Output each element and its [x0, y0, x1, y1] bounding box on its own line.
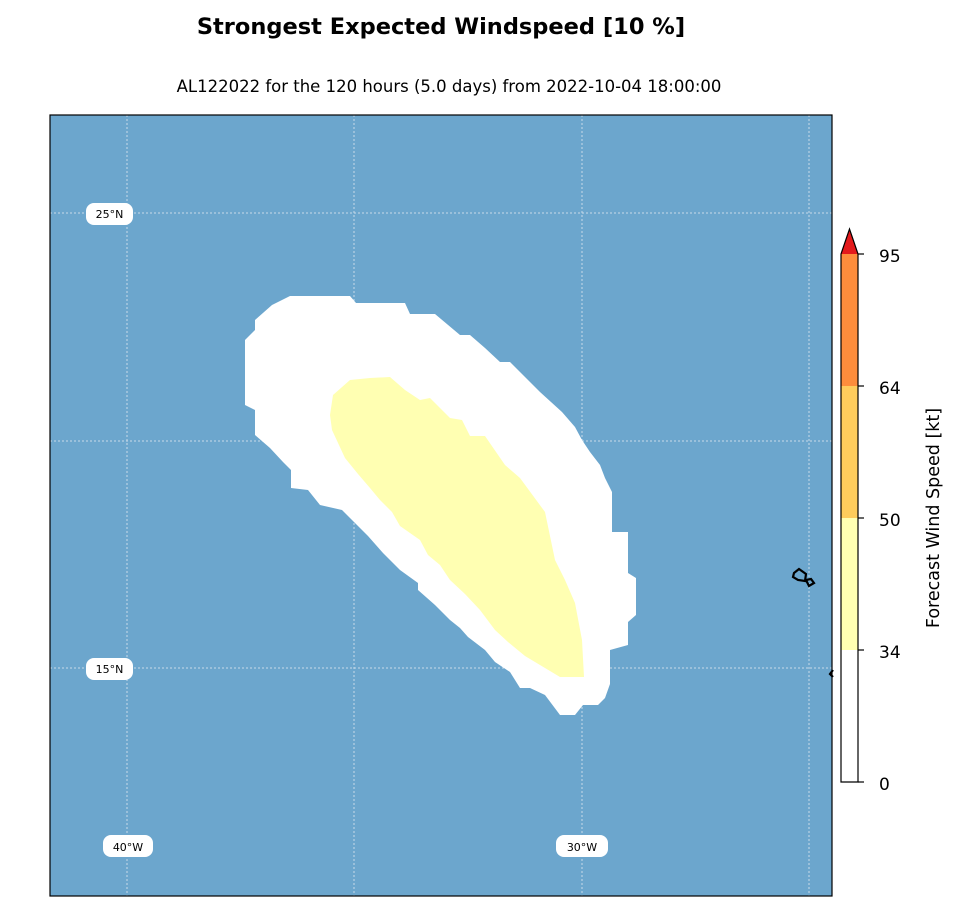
- lon-label-30w: 30°W: [556, 835, 608, 857]
- colorbar-tick-label: 50: [879, 511, 901, 531]
- chart-subtitle: AL122022 for the 120 hours (5.0 days) fr…: [176, 77, 722, 96]
- colorbar-tick-label: 34: [879, 643, 901, 663]
- chart-title: Strongest Expected Windspeed [10 %]: [196, 14, 686, 40]
- colorbar-tick-label: 0: [879, 775, 890, 795]
- lat-label-text: 25°N: [96, 208, 124, 221]
- colorbar-band-34-50: [841, 518, 858, 650]
- colorbar: 0 34 50 64 95 Forecast Wind Speed [kt]: [840, 227, 944, 795]
- colorbar-tick-label: 64: [879, 379, 901, 399]
- lat-label-25n: 25°N: [86, 203, 133, 225]
- lon-label-40w: 40°W: [103, 835, 153, 857]
- swath-34-50kt: [330, 377, 584, 677]
- island-outline: [804, 577, 816, 588]
- colorbar-band-0-34: [841, 650, 858, 782]
- lon-label-text: 40°W: [113, 841, 143, 854]
- colorbar-band-50-64: [841, 386, 858, 518]
- colorbar-band-64-95: [841, 254, 858, 386]
- map-frame: [49, 114, 833, 897]
- colorbar-outline: [840, 227, 859, 783]
- colorbar-ticks: [858, 253, 864, 783]
- lat-label-15n: 15°N: [86, 658, 133, 680]
- island-outline: [791, 567, 808, 583]
- colorbar-tick-label: 95: [879, 247, 901, 267]
- lon-label-text: 30°W: [567, 841, 597, 854]
- colorbar-title: Forecast Wind Speed [kt]: [924, 408, 944, 628]
- colorbar-extend-arrow: [841, 229, 858, 254]
- lat-label-text: 15°N: [96, 663, 124, 676]
